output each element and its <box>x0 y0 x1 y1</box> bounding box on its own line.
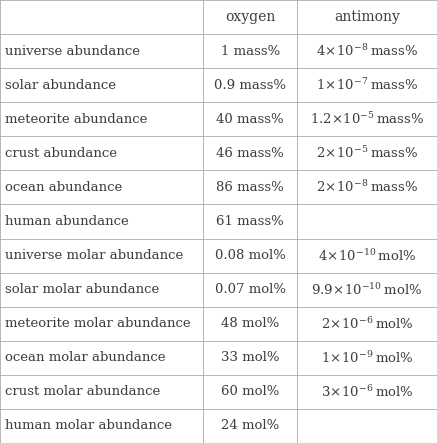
Text: $\mathregular{2\!\times\!10^{-5}}$ mass%: $\mathregular{2\!\times\!10^{-5}}$ mass% <box>316 145 418 161</box>
Text: ocean abundance: ocean abundance <box>5 181 122 194</box>
Text: $\mathregular{2\!\times\!10^{-8}}$ mass%: $\mathregular{2\!\times\!10^{-8}}$ mass% <box>316 179 418 195</box>
Text: meteorite abundance: meteorite abundance <box>5 113 148 126</box>
Text: 0.08 mol%: 0.08 mol% <box>215 249 286 262</box>
Text: crust abundance: crust abundance <box>5 147 117 160</box>
Text: ocean molar abundance: ocean molar abundance <box>5 351 166 364</box>
Text: 61 mass%: 61 mass% <box>216 215 284 228</box>
Text: 0.9 mass%: 0.9 mass% <box>214 79 286 92</box>
Text: $\mathregular{1\!\times\!10^{-9}}$ mol%: $\mathregular{1\!\times\!10^{-9}}$ mol% <box>321 350 413 366</box>
Text: 24 mol%: 24 mol% <box>221 420 279 432</box>
Text: universe abundance: universe abundance <box>5 45 140 58</box>
Text: 0.07 mol%: 0.07 mol% <box>215 283 286 296</box>
Text: $\mathregular{1\!\times\!10^{-7}}$ mass%: $\mathregular{1\!\times\!10^{-7}}$ mass% <box>316 77 418 93</box>
Text: human molar abundance: human molar abundance <box>5 420 172 432</box>
Text: 40 mass%: 40 mass% <box>216 113 284 126</box>
Text: 60 mol%: 60 mol% <box>221 385 279 398</box>
Text: $\mathregular{4\!\times\!10^{-10}}$ mol%: $\mathregular{4\!\times\!10^{-10}}$ mol% <box>318 248 416 264</box>
Text: $\mathregular{3\!\times\!10^{-6}}$ mol%: $\mathregular{3\!\times\!10^{-6}}$ mol% <box>321 384 413 400</box>
Text: 86 mass%: 86 mass% <box>216 181 284 194</box>
Text: 1 mass%: 1 mass% <box>221 45 280 58</box>
Text: human abundance: human abundance <box>5 215 129 228</box>
Text: $\mathregular{9.9\!\times\!10^{-10}}$ mol%: $\mathregular{9.9\!\times\!10^{-10}}$ mo… <box>312 282 423 298</box>
Text: 33 mol%: 33 mol% <box>221 351 279 364</box>
Text: meteorite molar abundance: meteorite molar abundance <box>5 317 191 330</box>
Text: antimony: antimony <box>334 10 400 24</box>
Text: $\mathregular{1.2\!\times\!10^{-5}}$ mass%: $\mathregular{1.2\!\times\!10^{-5}}$ mas… <box>310 111 424 127</box>
Text: 48 mol%: 48 mol% <box>221 317 279 330</box>
Text: crust molar abundance: crust molar abundance <box>5 385 160 398</box>
Text: solar molar abundance: solar molar abundance <box>5 283 160 296</box>
Text: oxygen: oxygen <box>225 10 275 24</box>
Text: solar abundance: solar abundance <box>5 79 116 92</box>
Text: universe molar abundance: universe molar abundance <box>5 249 184 262</box>
Text: 46 mass%: 46 mass% <box>216 147 284 160</box>
Text: $\mathregular{4\!\times\!10^{-8}}$ mass%: $\mathregular{4\!\times\!10^{-8}}$ mass% <box>316 43 418 59</box>
Text: $\mathregular{2\!\times\!10^{-6}}$ mol%: $\mathregular{2\!\times\!10^{-6}}$ mol% <box>321 316 413 332</box>
